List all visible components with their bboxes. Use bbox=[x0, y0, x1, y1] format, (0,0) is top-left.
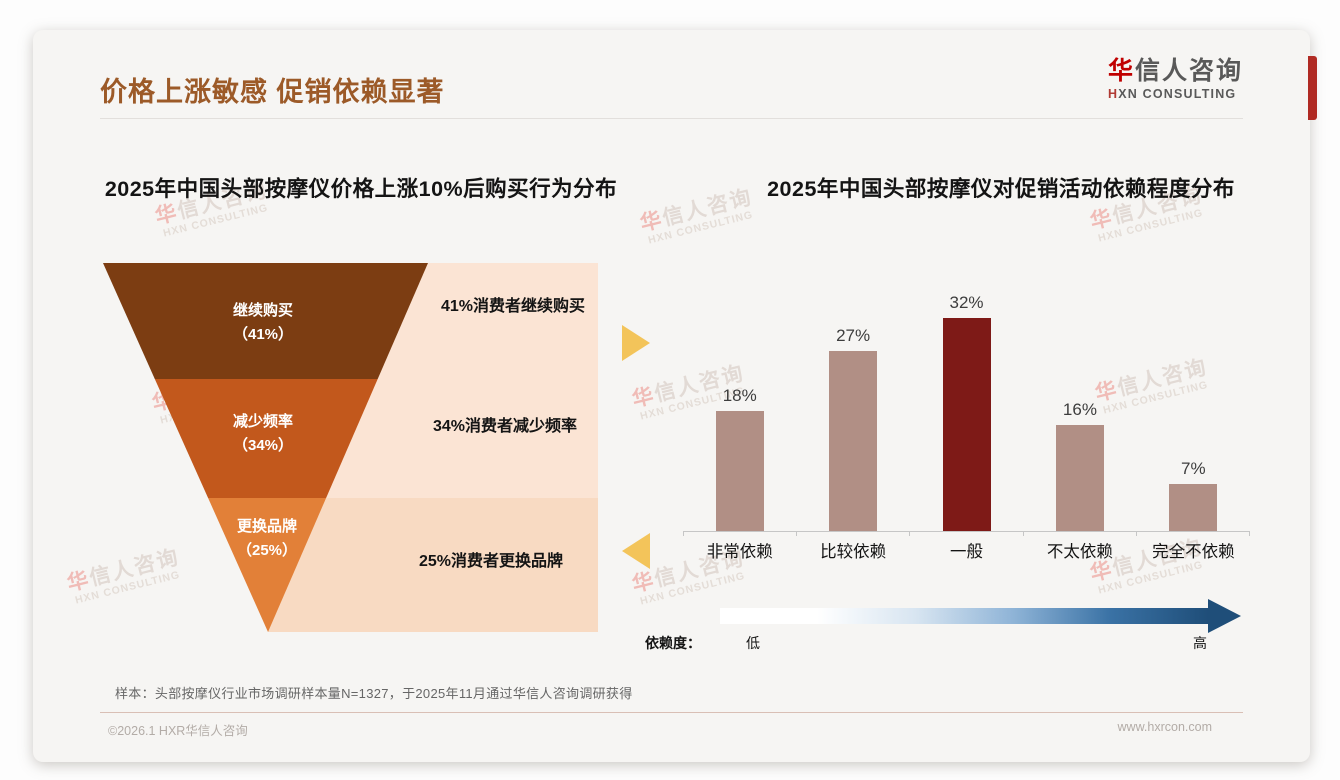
bar-value-label: 27% bbox=[836, 326, 871, 345]
slide-card: 华信人咨询 HXN CONSULTING 华信人咨询 HXN CONSULTIN… bbox=[33, 30, 1310, 762]
sample-note: 样本：头部按摩仪行业市场调研样本量N=1327，于2025年11月通过华信人咨询… bbox=[115, 686, 633, 701]
watermark-subtitle: HXN CONSULTING bbox=[161, 201, 270, 240]
dependency-high-label: 高 bbox=[1193, 635, 1207, 651]
edge-ribbon bbox=[1308, 56, 1317, 120]
connector-arrow-right-icon bbox=[622, 325, 650, 361]
axis-tick bbox=[1249, 532, 1250, 536]
funnel-segment-2 bbox=[154, 379, 378, 498]
funnel-segment-3 bbox=[208, 498, 327, 632]
brand-logo: 华信人咨询 HXN CONSULTING bbox=[1107, 57, 1243, 101]
dependency-scale-label: 依赖度： bbox=[645, 635, 701, 651]
bar-group: 7% bbox=[1137, 285, 1250, 531]
funnel-segment-1-label: 继续购买 bbox=[233, 301, 293, 319]
category-label: 非常依赖 bbox=[706, 543, 773, 561]
axis-tick bbox=[909, 532, 910, 536]
funnel-segment-1 bbox=[103, 263, 428, 379]
funnel-annotation-2: 34%消费者减少频率 bbox=[433, 416, 577, 435]
header-divider bbox=[100, 118, 1243, 119]
website-text: www.hxrcon.com bbox=[1117, 720, 1212, 734]
funnel-annotation-1: 41%消费者继续购买 bbox=[441, 296, 585, 315]
bar bbox=[1055, 425, 1104, 531]
funnel-annotation-3: 25%消费者更换品牌 bbox=[419, 551, 563, 570]
bar bbox=[1169, 484, 1218, 531]
bar bbox=[829, 351, 878, 531]
bar-group: 27% bbox=[796, 285, 909, 531]
footer-divider bbox=[100, 712, 1243, 713]
brand-logo-name: 华信人咨询 bbox=[1107, 57, 1243, 85]
category-label: 不太依赖 bbox=[1046, 543, 1113, 561]
axis-tick bbox=[796, 532, 797, 536]
funnel-segment-2-label: 减少频率 bbox=[233, 412, 293, 430]
copyright-text: ©2026.1 HXR华信人咨询 bbox=[108, 724, 248, 738]
connector-arrow-left-icon bbox=[622, 533, 650, 569]
dependency-arrowhead bbox=[1208, 599, 1241, 633]
funnel-chart: 继续购买 （41%） 减少频率 （34%） 更换品牌 （25%） 41%消费者继… bbox=[103, 263, 598, 632]
funnel-segment-3-value: （25%） bbox=[237, 541, 297, 559]
funnel-annotation-panel bbox=[268, 498, 598, 632]
bar-value-label: 16% bbox=[1062, 400, 1097, 419]
bar-group: 18% bbox=[683, 285, 796, 531]
bar-group: 32% bbox=[910, 285, 1023, 531]
bar-chart-category-axis: 非常依赖 比较依赖 一般 不太依赖 完全不依赖 bbox=[683, 538, 1250, 562]
funnel-chart-title: 2025年中国头部按摩仪价格上涨10%后购买行为分布 bbox=[104, 177, 618, 201]
page-title: 价格上涨敏感 促销依赖显著 bbox=[100, 77, 445, 107]
brand-logo-subtitle: HXN CONSULTING bbox=[1107, 86, 1237, 101]
funnel-segment-2-value: （34%） bbox=[233, 436, 293, 454]
category-label: 一般 bbox=[950, 543, 984, 561]
funnel-segment-1-value: （41%） bbox=[233, 325, 293, 343]
bar bbox=[715, 411, 764, 531]
axis-tick bbox=[1023, 532, 1024, 536]
bar-group: 16% bbox=[1023, 285, 1136, 531]
bar-value-label: 32% bbox=[949, 293, 984, 312]
axis-tick bbox=[1136, 532, 1137, 536]
bar-chart-plot: 18% 27% 32% 16% 7% bbox=[683, 285, 1250, 536]
bar-value-label: 18% bbox=[722, 386, 757, 405]
category-label: 完全不依赖 bbox=[1152, 543, 1235, 561]
funnel-segment-3-label: 更换品牌 bbox=[237, 517, 297, 535]
category-label: 比较依赖 bbox=[820, 543, 887, 561]
dependency-gradient-bar bbox=[720, 608, 1208, 624]
bar-chart-title: 2025年中国头部按摩仪对促销活动依赖程度分布 bbox=[767, 177, 1235, 201]
bar-highlighted bbox=[942, 318, 991, 531]
watermark-accent: 华 bbox=[152, 200, 181, 229]
axis-tick bbox=[683, 532, 684, 536]
bar-value-label: 7% bbox=[1181, 459, 1206, 478]
dependency-low-label: 低 bbox=[746, 635, 760, 651]
